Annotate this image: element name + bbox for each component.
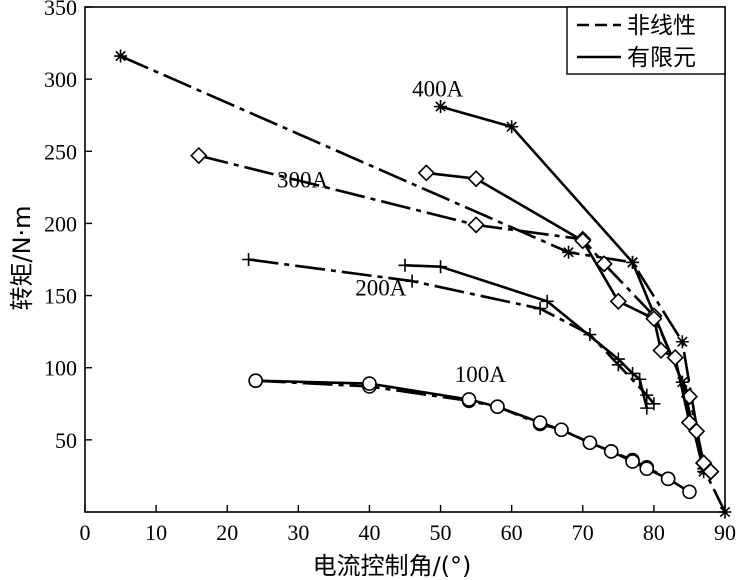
data-point: [505, 120, 519, 134]
x-tick-label: 10: [145, 520, 167, 545]
legend-box: [566, 6, 726, 75]
plot-frame: [84, 6, 726, 513]
series-line: [440, 105, 705, 472]
chart-marks: 400A 300A 200A 100A: [114, 49, 732, 519]
x-tick-label: 60: [501, 520, 523, 545]
x-tick-label: 30: [287, 520, 309, 545]
data-point: [417, 164, 435, 182]
data-point: [633, 372, 647, 386]
data-point: [242, 253, 256, 266]
x-tick-label: 80: [643, 520, 665, 545]
data-point: [675, 335, 689, 349]
data-point: [660, 471, 676, 487]
data-point: [434, 260, 448, 274]
series-line: [255, 379, 691, 493]
data-point: [362, 376, 377, 391]
series-200a-nonlinear: [242, 253, 661, 411]
data-point: [405, 274, 419, 288]
legend-label: 非线性: [627, 13, 696, 39]
data-point: [114, 49, 128, 63]
data-point: [562, 245, 576, 259]
x-tick-label: 20: [216, 520, 238, 545]
series-300a-nonlinear: [190, 146, 720, 481]
data-point: [461, 392, 477, 407]
y-tick-label: 50: [55, 428, 77, 453]
data-point: [603, 444, 619, 459]
data-point: [652, 341, 670, 360]
data-point: [190, 146, 208, 165]
data-point: [467, 216, 485, 234]
series-100a-nonlinear: [248, 373, 697, 500]
data-point: [639, 461, 655, 477]
data-point: [640, 401, 654, 415]
data-point: [647, 397, 661, 411]
data-point: [666, 348, 684, 367]
series-300a-fem: [417, 164, 720, 481]
series-400a-fem: [434, 100, 711, 479]
series-200a-fem: [398, 258, 654, 415]
y-tick-label: 350: [44, 0, 77, 20]
data-point: [574, 232, 592, 250]
data-point: [611, 352, 625, 366]
data-point: [609, 292, 627, 310]
data-point: [467, 170, 485, 188]
data-point: [248, 373, 263, 389]
data-point: [582, 435, 598, 451]
legend-label: 有限元: [627, 45, 696, 71]
y-tick-label: 250: [44, 139, 77, 164]
series-label-300a: 300A: [277, 167, 329, 192]
x-tick-label: 90: [714, 520, 736, 545]
data-point: [645, 310, 663, 328]
data-point: [532, 415, 548, 430]
data-point: [398, 258, 412, 272]
data-point: [682, 484, 697, 500]
chart-axes: 0 10 20 30 40 50 60 70 80 90 50 100 150 200 250 300 350: [44, 0, 736, 545]
x-tick-label: 70: [572, 520, 594, 545]
data-point: [626, 366, 640, 380]
x-tick-label: 0: [80, 520, 91, 545]
x-axis-label: 电流控制角/(°): [313, 552, 472, 580]
y-tick-label: 100: [44, 356, 77, 381]
series-line: [120, 54, 727, 513]
series-line: [255, 379, 669, 480]
data-point: [595, 255, 613, 273]
data-point: [625, 454, 640, 469]
y-tick-label: 200: [44, 211, 77, 236]
series-100a-fem: [248, 373, 676, 487]
x-tick-label: 50: [430, 520, 452, 545]
series-label-100a: 100A: [455, 362, 507, 387]
data-point: [687, 422, 706, 440]
data-point: [554, 422, 569, 438]
series-label-200a: 200A: [355, 276, 407, 301]
series-line: [198, 154, 712, 473]
x-tick-label: 40: [358, 520, 380, 545]
y-tick-label: 300: [44, 67, 77, 92]
data-point: [626, 255, 640, 269]
series-label-400a: 400A: [412, 76, 464, 101]
data-point: [702, 462, 720, 481]
y-axis-label: 转矩/N·m: [8, 205, 36, 310]
y-tick-label: 150: [44, 284, 77, 309]
series-400a-nonlinear: [114, 49, 732, 519]
data-point: [533, 302, 547, 316]
series-line: [426, 171, 712, 473]
data-point: [540, 294, 554, 308]
data-point: [434, 100, 448, 114]
data-point: [490, 399, 505, 414]
